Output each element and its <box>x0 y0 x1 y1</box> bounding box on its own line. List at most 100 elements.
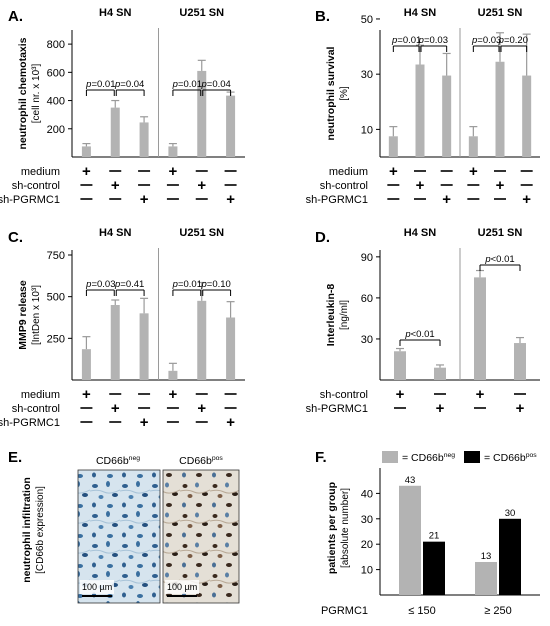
p-value-label: p=0.04 <box>114 79 144 90</box>
group-title: U251 SN <box>478 227 523 239</box>
bar <box>226 95 236 157</box>
y-tick-label: 10 <box>361 565 373 577</box>
y-tick-label: 30 <box>361 69 373 81</box>
legend-swatch <box>464 451 480 463</box>
condition-label: medium <box>329 166 368 178</box>
scalebar-backdrop <box>165 580 199 594</box>
p-value-label: p=0.01 <box>172 79 202 90</box>
group-title: U251 SN <box>179 227 224 239</box>
column-label: CD66bneg <box>96 455 140 467</box>
condition-plus: + <box>82 386 91 403</box>
y-axis-unit: [CD66b expression] <box>35 486 46 574</box>
condition-plus: + <box>111 400 120 417</box>
y-tick-label: 90 <box>361 252 373 264</box>
y-tick-label: 750 <box>47 250 65 262</box>
condition-plus: + <box>396 386 405 403</box>
y-tick-label: 30 <box>361 514 373 526</box>
y-tick-label: 500 <box>47 292 65 304</box>
group-title: H4 SN <box>404 227 436 239</box>
bar <box>226 317 236 380</box>
bar <box>197 70 207 157</box>
y-tick-label: 250 <box>47 333 65 345</box>
bar <box>110 305 120 380</box>
condition-label: sh-control <box>12 403 60 415</box>
legend-swatch <box>382 451 398 463</box>
x-tick-label: ≤ 150 <box>408 605 435 617</box>
y-tick-label: 50 <box>361 14 373 26</box>
condition-plus: + <box>169 163 178 180</box>
condition-plus: + <box>226 414 235 431</box>
panel-letter: B. <box>315 8 330 25</box>
bar <box>468 136 478 157</box>
p-value-label: p=0.01 <box>391 35 421 46</box>
condition-label: sh-control <box>320 389 368 401</box>
bar <box>499 518 521 595</box>
condition-plus: + <box>522 191 531 208</box>
y-axis-label: neutrophil infiltration <box>21 477 33 583</box>
y-axis-unit: [cell nr. x 10³] <box>31 64 42 124</box>
p-value-label: p=0.03 <box>418 35 448 46</box>
condition-plus: + <box>169 386 178 403</box>
condition-plus: + <box>436 400 445 417</box>
group-title: H4 SN <box>99 7 131 19</box>
condition-label: medium <box>21 389 60 401</box>
condition-plus: + <box>197 400 206 417</box>
y-axis-unit: [%] <box>339 86 350 101</box>
p-value-label: p=0.01 <box>172 279 202 290</box>
bar <box>474 277 486 380</box>
panel-letter: A. <box>8 8 23 25</box>
p-value-label: p=0.03 <box>85 279 115 290</box>
y-tick-label: 600 <box>47 67 65 79</box>
condition-plus: + <box>140 191 149 208</box>
p-value-label: p<0.01 <box>404 329 434 340</box>
condition-plus: + <box>82 163 91 180</box>
y-axis-label: patients per group <box>326 482 338 574</box>
group-title: U251 SN <box>478 7 523 19</box>
bar <box>415 64 425 157</box>
scalebar-label: 100 µm <box>167 582 197 592</box>
y-axis-label: Interleukin-8 <box>325 284 337 347</box>
panel-letter: C. <box>8 229 23 246</box>
condition-plus: + <box>389 163 398 180</box>
y-tick-label: 40 <box>361 488 373 500</box>
y-tick-label: 800 <box>47 39 65 51</box>
p-value-label: p=0.01 <box>85 79 115 90</box>
bar <box>388 136 398 157</box>
scalebar-label: 100 µm <box>82 582 112 592</box>
y-tick-label: 400 <box>47 96 65 108</box>
y-axis-label: MMP9 release <box>17 280 29 350</box>
bar <box>168 370 178 380</box>
y-tick-label: 60 <box>361 293 373 305</box>
row-label: PGRMC1 <box>321 605 368 617</box>
condition-plus: + <box>516 400 525 417</box>
bar <box>399 485 421 595</box>
condition-label: sh-PGRMC1 <box>0 417 60 429</box>
bar <box>168 146 178 157</box>
p-value-label: p=0.20 <box>498 35 528 46</box>
condition-label: sh-control <box>320 180 368 192</box>
data-label: 43 <box>405 475 416 486</box>
p-value-label: p=0.41 <box>114 279 144 290</box>
condition-plus: + <box>226 191 235 208</box>
bar <box>423 541 445 595</box>
bar <box>394 351 406 380</box>
bar <box>81 146 91 157</box>
bar <box>110 107 120 157</box>
bar <box>139 313 149 380</box>
y-tick-label: 20 <box>361 539 373 551</box>
condition-label: sh-PGRMC1 <box>0 194 60 206</box>
condition-label: sh-PGRMC1 <box>306 403 368 415</box>
condition-plus: + <box>111 177 120 194</box>
bar <box>522 75 532 157</box>
p-value-label: p<0.01 <box>484 254 514 265</box>
y-axis-label: neutrophil survival <box>325 46 337 140</box>
bar <box>495 61 505 157</box>
y-axis-unit: [IntDen x 10³] <box>31 285 42 345</box>
panel-letter: E. <box>8 449 22 466</box>
data-label: 13 <box>481 551 492 562</box>
condition-plus: + <box>197 177 206 194</box>
condition-plus: + <box>469 163 478 180</box>
y-axis-unit: [absolute number] <box>340 488 351 568</box>
